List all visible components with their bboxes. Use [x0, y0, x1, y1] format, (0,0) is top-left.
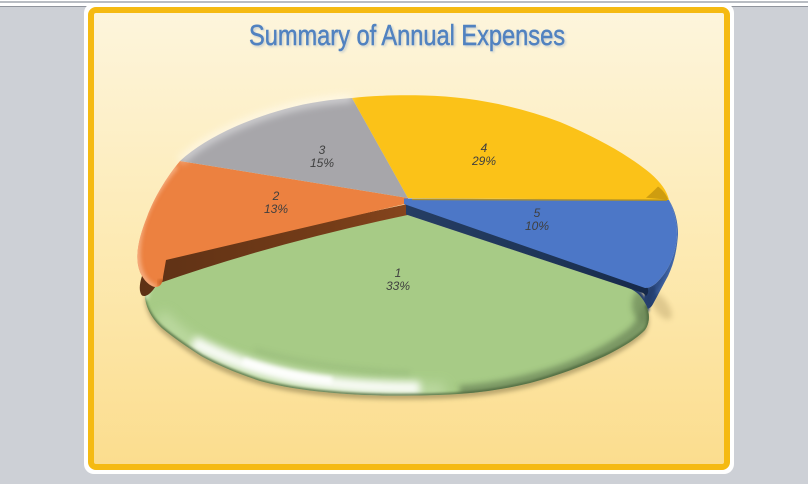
svg-text:33%: 33%	[386, 279, 410, 293]
svg-text:13%: 13%	[264, 202, 288, 216]
svg-text:4: 4	[481, 141, 488, 155]
svg-text:Summary of Annual Expenses: Summary of Annual Expenses	[251, 22, 567, 54]
svg-text:5: 5	[534, 206, 541, 220]
svg-text:2: 2	[272, 189, 280, 203]
svg-text:1: 1	[395, 266, 402, 280]
svg-text:3: 3	[319, 143, 326, 157]
svg-text:15%: 15%	[310, 156, 334, 170]
svg-text:Summary of Annual Expenses: Summary of Annual Expenses	[249, 20, 565, 52]
svg-text:29%: 29%	[471, 154, 496, 168]
svg-text:10%: 10%	[525, 219, 549, 233]
